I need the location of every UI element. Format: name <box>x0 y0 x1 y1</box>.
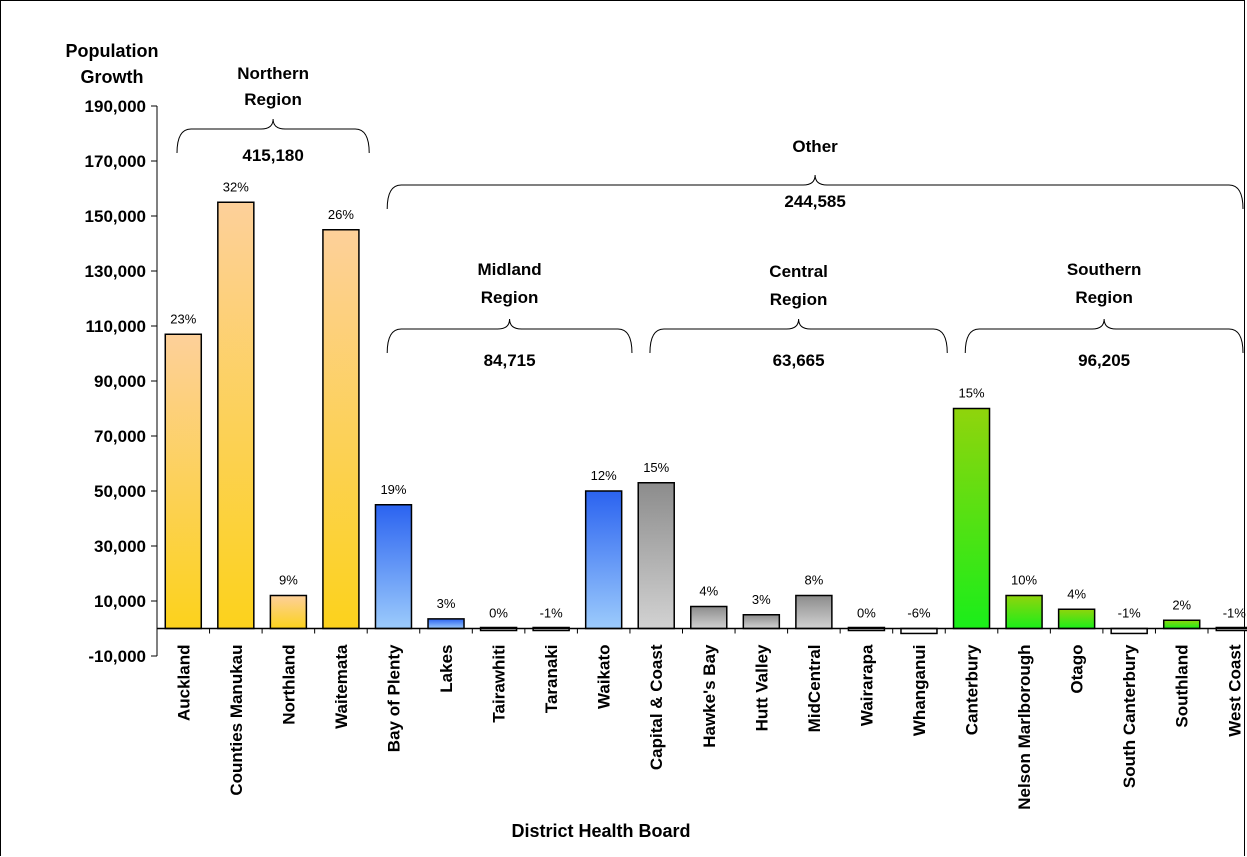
region-total: 244,585 <box>784 192 845 211</box>
region-title: Other <box>792 137 838 156</box>
category-label: Counties Manukau <box>227 645 246 796</box>
category-label: Whanganui <box>910 645 929 737</box>
percent-label: 0% <box>489 606 508 621</box>
region-total: 96,205 <box>1078 351 1130 370</box>
region-title: Northern <box>237 64 309 83</box>
y-tick-label: 150,000 <box>85 207 146 226</box>
percent-label: -6% <box>907 606 931 621</box>
category-label: Waikato <box>595 645 614 710</box>
category-label: South Canterbury <box>1120 644 1139 788</box>
category-label: Hawke's Bay <box>700 644 719 748</box>
region-brace <box>649 318 948 354</box>
region-total: 63,665 <box>773 351 825 370</box>
bar <box>322 229 360 630</box>
bar <box>952 407 991 630</box>
region-title: Region <box>1075 288 1133 307</box>
percent-label: -1% <box>540 606 564 621</box>
percent-label: 2% <box>1172 597 1191 612</box>
category-label: Canterbury <box>963 644 982 735</box>
y-axis-title-line1: Population <box>66 41 159 61</box>
category-label: West Coast <box>1225 644 1244 737</box>
y-tick-label: 70,000 <box>94 427 146 446</box>
region-total: 415,180 <box>242 146 303 165</box>
region-brace <box>964 318 1244 354</box>
category-label: Lakes <box>437 645 456 693</box>
percent-label: 3% <box>437 596 456 611</box>
bar <box>742 614 781 630</box>
category-label: Auckland <box>174 645 193 722</box>
percent-label: -1% <box>1118 606 1142 621</box>
category-label: Tairawhiti <box>490 645 509 723</box>
region-title: Region <box>481 288 539 307</box>
bar <box>269 594 308 630</box>
percent-label: 3% <box>752 592 771 607</box>
category-label: Wairarapa <box>857 644 876 726</box>
percent-label: 26% <box>328 207 354 222</box>
y-tick-label: -10,000 <box>88 647 146 666</box>
y-tick-label: 10,000 <box>94 592 146 611</box>
bar <box>164 333 203 630</box>
y-tick-label: 110,000 <box>85 317 146 336</box>
bar <box>795 594 833 630</box>
region-title: Region <box>770 290 828 309</box>
percent-label: 8% <box>804 573 823 588</box>
category-label: Bay of Plenty <box>384 644 403 752</box>
category-label: Nelson Marlborough <box>1015 645 1034 810</box>
category-label: Waitemata <box>332 644 351 729</box>
region-annotations: Northern Region 415,180 Other 244,585 Midland… <box>176 64 1244 370</box>
percent-label: 9% <box>279 573 298 588</box>
percent-label: 23% <box>170 311 196 326</box>
percent-label: -1% <box>1223 606 1247 621</box>
region-total: 84,715 <box>484 351 536 370</box>
percent-label: 12% <box>591 468 617 483</box>
y-tick-label: 190,000 <box>85 97 146 116</box>
category-label: MidCentral <box>805 645 824 733</box>
y-tick-label: 50,000 <box>94 482 146 501</box>
bar <box>690 605 728 630</box>
bar <box>1057 608 1096 630</box>
bar <box>1162 619 1201 630</box>
region-title: Southern <box>1067 260 1142 279</box>
percent-label: 32% <box>223 179 249 194</box>
category-label: Hutt Valley <box>752 644 771 731</box>
region-title: Central <box>769 262 828 281</box>
y-tick-label: 130,000 <box>85 262 146 281</box>
region-title: Midland <box>477 260 541 279</box>
bar <box>1005 594 1043 630</box>
x-axis-title: District Health Board <box>511 821 690 841</box>
percent-label: 4% <box>699 584 718 599</box>
percent-label: 15% <box>959 386 985 401</box>
category-label: Southland <box>1173 645 1192 728</box>
percent-labels: 23% 32% 9% 26% 19% 3% 0% -1% 12% 15% 4% 3% 8% 0% -6% 15… <box>170 179 1246 620</box>
y-tick-label: 90,000 <box>94 372 146 391</box>
region-brace <box>386 174 1244 210</box>
bar-series <box>164 201 1247 635</box>
bar <box>374 504 413 630</box>
y-axis-title-line2: Growth <box>81 67 144 87</box>
category-label: Northland <box>279 645 298 725</box>
category-label: Capital & Coast <box>647 644 666 770</box>
region-brace <box>176 118 370 154</box>
percent-label: 4% <box>1067 586 1086 601</box>
percent-label: 19% <box>380 482 406 497</box>
bar <box>427 618 465 630</box>
percent-label: 15% <box>643 460 669 475</box>
x-axis-line <box>156 627 1247 634</box>
y-axis: -10,000 10,000 30,000 50,000 70,000 90,000 110… <box>85 97 158 666</box>
percent-label: 0% <box>857 606 876 621</box>
bar <box>217 201 255 630</box>
region-brace <box>386 318 633 354</box>
bar <box>584 490 623 630</box>
percent-label: 10% <box>1011 573 1037 588</box>
category-label: Otago <box>1068 645 1087 694</box>
category-label: Taranaki <box>542 645 561 714</box>
y-tick-label: 30,000 <box>94 537 146 556</box>
y-tick-label: 170,000 <box>85 152 146 171</box>
region-title: Region <box>244 90 302 109</box>
bar <box>637 482 675 630</box>
category-labels: Auckland Counties Manukau Northland Waitema… <box>174 644 1244 810</box>
